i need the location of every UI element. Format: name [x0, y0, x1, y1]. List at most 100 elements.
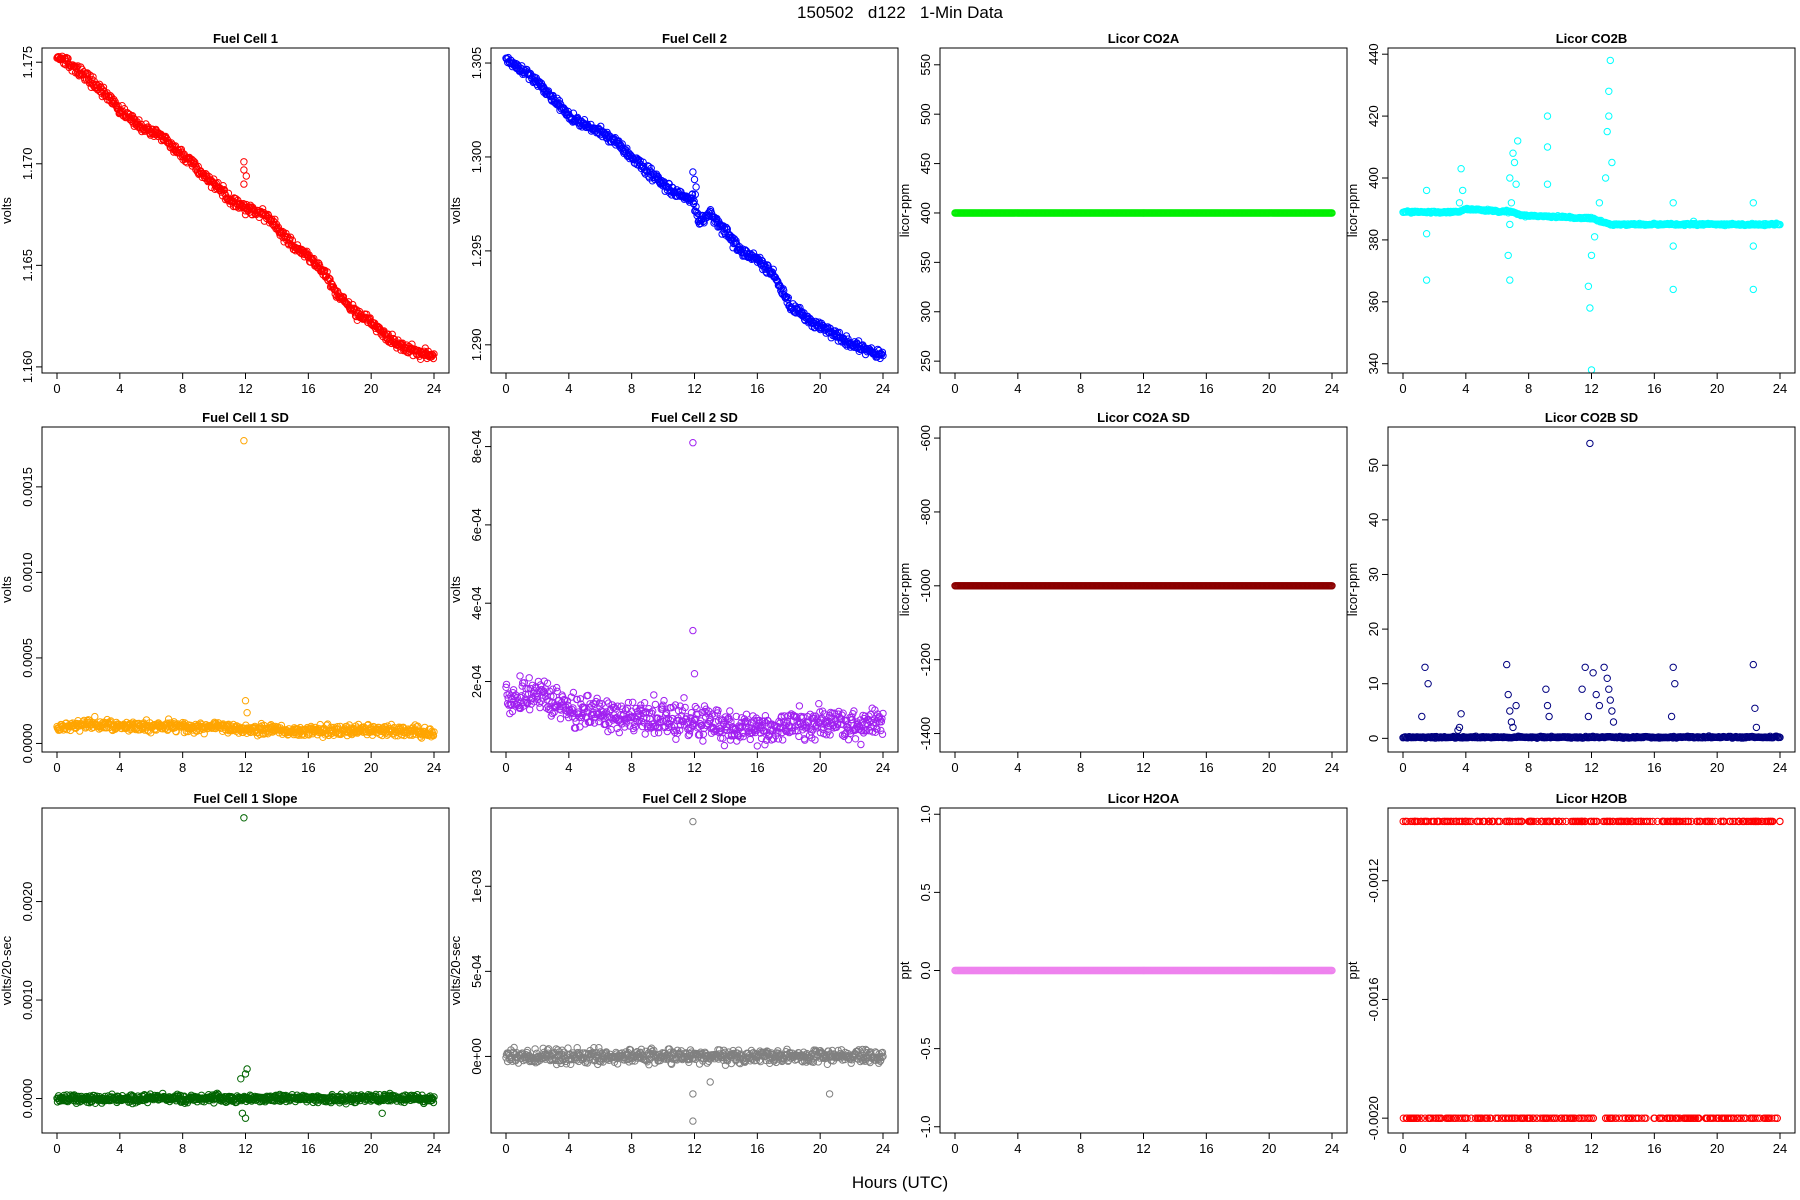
data-point — [529, 694, 537, 703]
data-point — [650, 729, 659, 737]
data-point — [879, 709, 887, 718]
data-point — [513, 693, 521, 702]
outlier-point — [1752, 723, 1761, 732]
y-tick-label: 450 — [918, 153, 933, 175]
outlier-point — [1669, 242, 1677, 250]
data-points — [951, 209, 1336, 217]
data-point — [736, 723, 745, 732]
data-point — [224, 189, 233, 198]
x-tick-label: 16 — [1647, 760, 1661, 775]
data-point — [722, 726, 731, 735]
data-point — [857, 740, 865, 749]
data-point — [660, 696, 668, 705]
outlier-point — [691, 190, 700, 199]
data-point — [1776, 220, 1784, 229]
outlier-point — [692, 183, 700, 191]
data-point — [830, 709, 839, 717]
data-point — [603, 697, 611, 705]
x-tick-label: 24 — [1773, 381, 1787, 396]
data-point — [508, 707, 517, 716]
data-point — [639, 158, 647, 166]
data-point — [576, 695, 585, 703]
outlier-point — [690, 670, 699, 678]
data-point — [258, 205, 267, 213]
data-point — [563, 697, 572, 705]
data-point — [719, 734, 727, 742]
outlier-point — [1578, 685, 1586, 693]
outlier-point — [1512, 701, 1520, 710]
x-tick-label: 8 — [628, 381, 635, 396]
data-point — [530, 698, 538, 706]
outlier-point — [1749, 242, 1757, 250]
y-tick-label: 420 — [1366, 105, 1381, 127]
x-axis: 0 4 8 12 16 20 24 — [1399, 752, 1787, 775]
x-axis: 0 4 8 12 16 20 24 — [502, 373, 890, 396]
data-point — [513, 60, 521, 68]
outlier-point — [1589, 669, 1597, 677]
data-point — [349, 300, 357, 309]
data-point — [549, 692, 558, 701]
outlier-point — [1424, 680, 1432, 688]
x-tick-label: 4 — [1014, 760, 1021, 775]
data-point — [683, 713, 691, 721]
data-point — [746, 735, 754, 744]
outlier-point — [1584, 712, 1593, 721]
data-point — [774, 735, 783, 743]
data-point — [763, 261, 772, 269]
outlier-point — [689, 626, 697, 635]
outlier-point — [1506, 707, 1514, 715]
data-point — [844, 736, 853, 744]
x-tick-label: 4 — [565, 760, 572, 775]
x-tick-label: 0 — [53, 760, 60, 775]
data-point — [676, 726, 684, 735]
data-point — [850, 707, 858, 715]
data-point — [502, 683, 510, 691]
panel-title: Licor CO2B SD — [1545, 410, 1638, 425]
outlier-point — [690, 175, 699, 184]
data-point — [688, 191, 696, 199]
y-axis-label: volts — [0, 197, 14, 224]
data-point — [757, 734, 766, 743]
x-tick-label: 8 — [1077, 381, 1084, 396]
x-tick-label: 12 — [238, 381, 252, 396]
y-tick-label: 360 — [1366, 291, 1381, 313]
y-tick-label: 4e-04 — [469, 587, 484, 620]
outlier-point — [1609, 718, 1618, 726]
x-tick-label: 24 — [1773, 760, 1787, 775]
x-tick-label: 20 — [1710, 760, 1724, 775]
y-tick-label: 6e-04 — [469, 508, 484, 541]
data-point — [672, 735, 680, 743]
data-point — [878, 715, 886, 723]
data-point — [758, 721, 766, 730]
outlier-point — [1418, 712, 1426, 721]
data-point — [644, 724, 652, 732]
data-point — [596, 702, 604, 710]
outlier-point — [689, 439, 697, 447]
y-tick-label: 0.0005 — [20, 638, 35, 678]
data-point — [751, 728, 759, 737]
data-point — [618, 140, 626, 148]
y-tick-label: -800 — [918, 499, 933, 525]
x-tick-label: 4 — [1014, 381, 1021, 396]
data-point — [544, 87, 553, 95]
x-tick-label: 16 — [1199, 381, 1213, 396]
x-tick-label: 16 — [750, 381, 764, 396]
data-point — [567, 708, 575, 717]
y-tick-label: 350 — [918, 252, 933, 274]
y-tick-label: 400 — [918, 202, 933, 224]
outlier-point — [1669, 285, 1677, 294]
data-point — [876, 716, 884, 724]
outlier-point — [1669, 663, 1677, 672]
data-point — [570, 709, 578, 717]
data-point — [811, 736, 819, 744]
x-tick-label: 8 — [1525, 381, 1532, 396]
y-tick-label: 8e-04 — [469, 430, 484, 463]
outlier-point — [1507, 199, 1516, 207]
data-point — [99, 83, 108, 91]
outlier-point — [1749, 285, 1757, 294]
y-tick-label: 0.0000 — [20, 724, 35, 764]
y-tick-label: 1.170 — [20, 148, 35, 181]
data-point — [667, 723, 676, 731]
